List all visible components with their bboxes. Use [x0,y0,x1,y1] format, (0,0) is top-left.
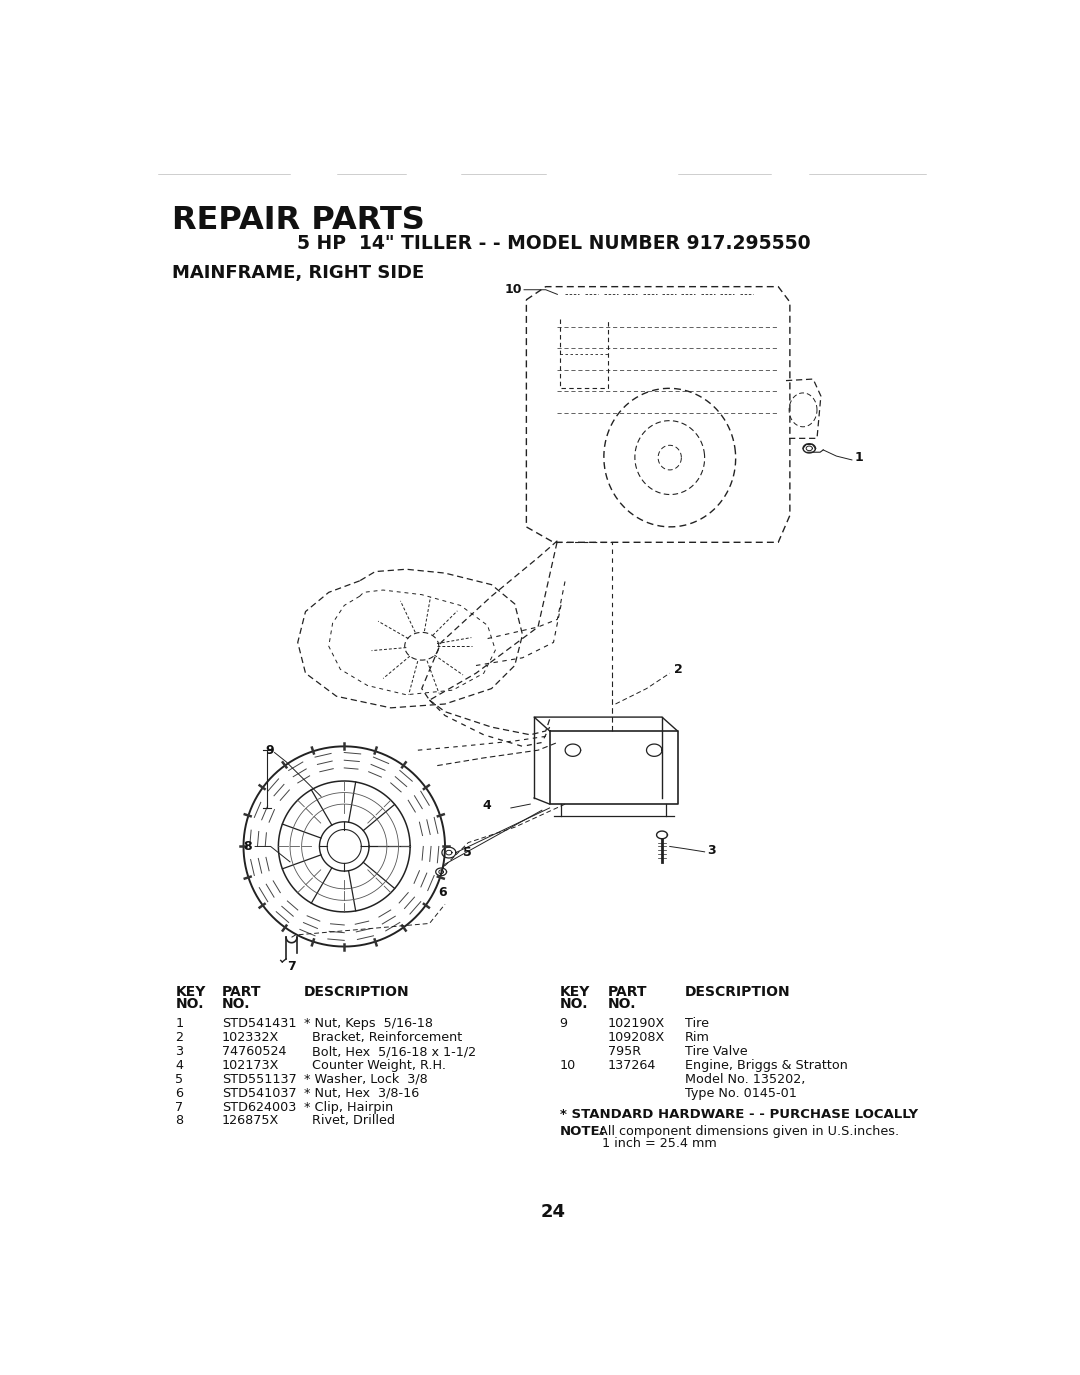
Text: 2: 2 [175,1031,184,1044]
Text: 5 HP  14" TILLER - - MODEL NUMBER 917.295550: 5 HP 14" TILLER - - MODEL NUMBER 917.295… [297,234,810,253]
Text: 126875X: 126875X [221,1114,279,1127]
Text: * STANDARD HARDWARE - - PURCHASE LOCALLY: * STANDARD HARDWARE - - PURCHASE LOCALLY [559,1108,918,1121]
Text: DESCRIPTION: DESCRIPTION [685,984,791,1000]
Text: 5: 5 [463,846,472,859]
Text: NO.: NO. [608,997,636,1012]
Text: NO.: NO. [221,997,251,1012]
Text: STD551137: STD551137 [221,1072,297,1086]
Text: 1: 1 [854,451,863,465]
Text: 5: 5 [175,1072,184,1086]
Text: All component dimensions given in U.S.inches.: All component dimensions given in U.S.in… [591,1125,899,1138]
Text: * Washer, Lock  3/8: * Washer, Lock 3/8 [303,1072,428,1086]
Text: 102173X: 102173X [221,1059,279,1072]
Text: 9: 9 [559,1018,568,1030]
Text: 1: 1 [175,1018,184,1030]
Text: Rivet, Drilled: Rivet, Drilled [303,1114,395,1127]
Text: 4: 4 [483,799,491,813]
Text: Model No. 135202,: Model No. 135202, [685,1072,806,1086]
Text: STD541037: STD541037 [221,1086,296,1100]
Text: 137264: 137264 [608,1059,657,1072]
Text: Engine, Briggs & Stratton: Engine, Briggs & Stratton [685,1059,848,1072]
Text: Bracket, Reinforcement: Bracket, Reinforcement [303,1031,462,1044]
Text: NO.: NO. [559,997,589,1012]
Text: MAINFRAME, RIGHT SIDE: MAINFRAME, RIGHT SIDE [172,264,424,282]
Text: PART: PART [221,984,261,1000]
Text: 8: 8 [243,840,252,852]
Text: Tire Valve: Tire Valve [685,1045,747,1059]
Text: 1 inch = 25.4 mm: 1 inch = 25.4 mm [603,1137,717,1150]
Text: 24: 24 [541,1203,566,1221]
Text: 3: 3 [707,844,716,857]
Text: 10: 10 [559,1059,576,1072]
Text: NOTE:: NOTE: [559,1125,606,1138]
Text: 2: 2 [674,663,683,676]
Text: * Nut, Keps  5/16-18: * Nut, Keps 5/16-18 [303,1018,433,1030]
Text: NO.: NO. [175,997,204,1012]
Text: 7: 7 [287,960,296,972]
Text: 8: 8 [175,1114,184,1127]
Text: Type No. 0145-01: Type No. 0145-01 [685,1086,797,1100]
Text: 795R: 795R [608,1045,640,1059]
Text: 3: 3 [175,1045,184,1059]
Text: PART: PART [608,984,647,1000]
Text: Tire: Tire [685,1018,710,1030]
Text: Rim: Rim [685,1031,711,1044]
Text: 102190X: 102190X [608,1018,665,1030]
Text: * Nut, Hex  3/8-16: * Nut, Hex 3/8-16 [303,1086,419,1100]
Text: 9: 9 [266,744,274,756]
Text: * Clip, Hairpin: * Clip, Hairpin [303,1100,393,1114]
Text: STD541431: STD541431 [221,1018,296,1030]
Text: REPAIR PARTS: REPAIR PARTS [172,205,424,236]
Text: 109208X: 109208X [608,1031,665,1044]
Text: DESCRIPTION: DESCRIPTION [303,984,409,1000]
Text: Counter Weight, R.H.: Counter Weight, R.H. [303,1059,446,1072]
Text: 10: 10 [505,283,523,296]
Text: 7: 7 [175,1100,184,1114]
Text: KEY: KEY [559,984,590,1000]
Text: STD624003: STD624003 [221,1100,296,1114]
Text: Bolt, Hex  5/16-18 x 1-1/2: Bolt, Hex 5/16-18 x 1-1/2 [303,1045,476,1059]
Text: 6: 6 [438,886,447,899]
Text: 4: 4 [175,1059,184,1072]
Text: 74760524: 74760524 [221,1045,286,1059]
Text: 6: 6 [175,1086,184,1100]
Text: 102332X: 102332X [221,1031,279,1044]
Text: KEY: KEY [175,984,205,1000]
